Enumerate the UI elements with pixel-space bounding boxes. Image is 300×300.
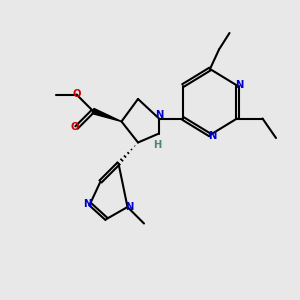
Text: O: O [71, 122, 79, 133]
Text: N: N [125, 202, 133, 212]
Text: N: N [155, 110, 163, 120]
Text: N: N [235, 80, 243, 90]
Text: N: N [208, 131, 216, 141]
Text: O: O [72, 89, 81, 99]
Polygon shape [92, 109, 122, 122]
Text: H: H [153, 140, 162, 151]
Text: N: N [83, 199, 92, 209]
